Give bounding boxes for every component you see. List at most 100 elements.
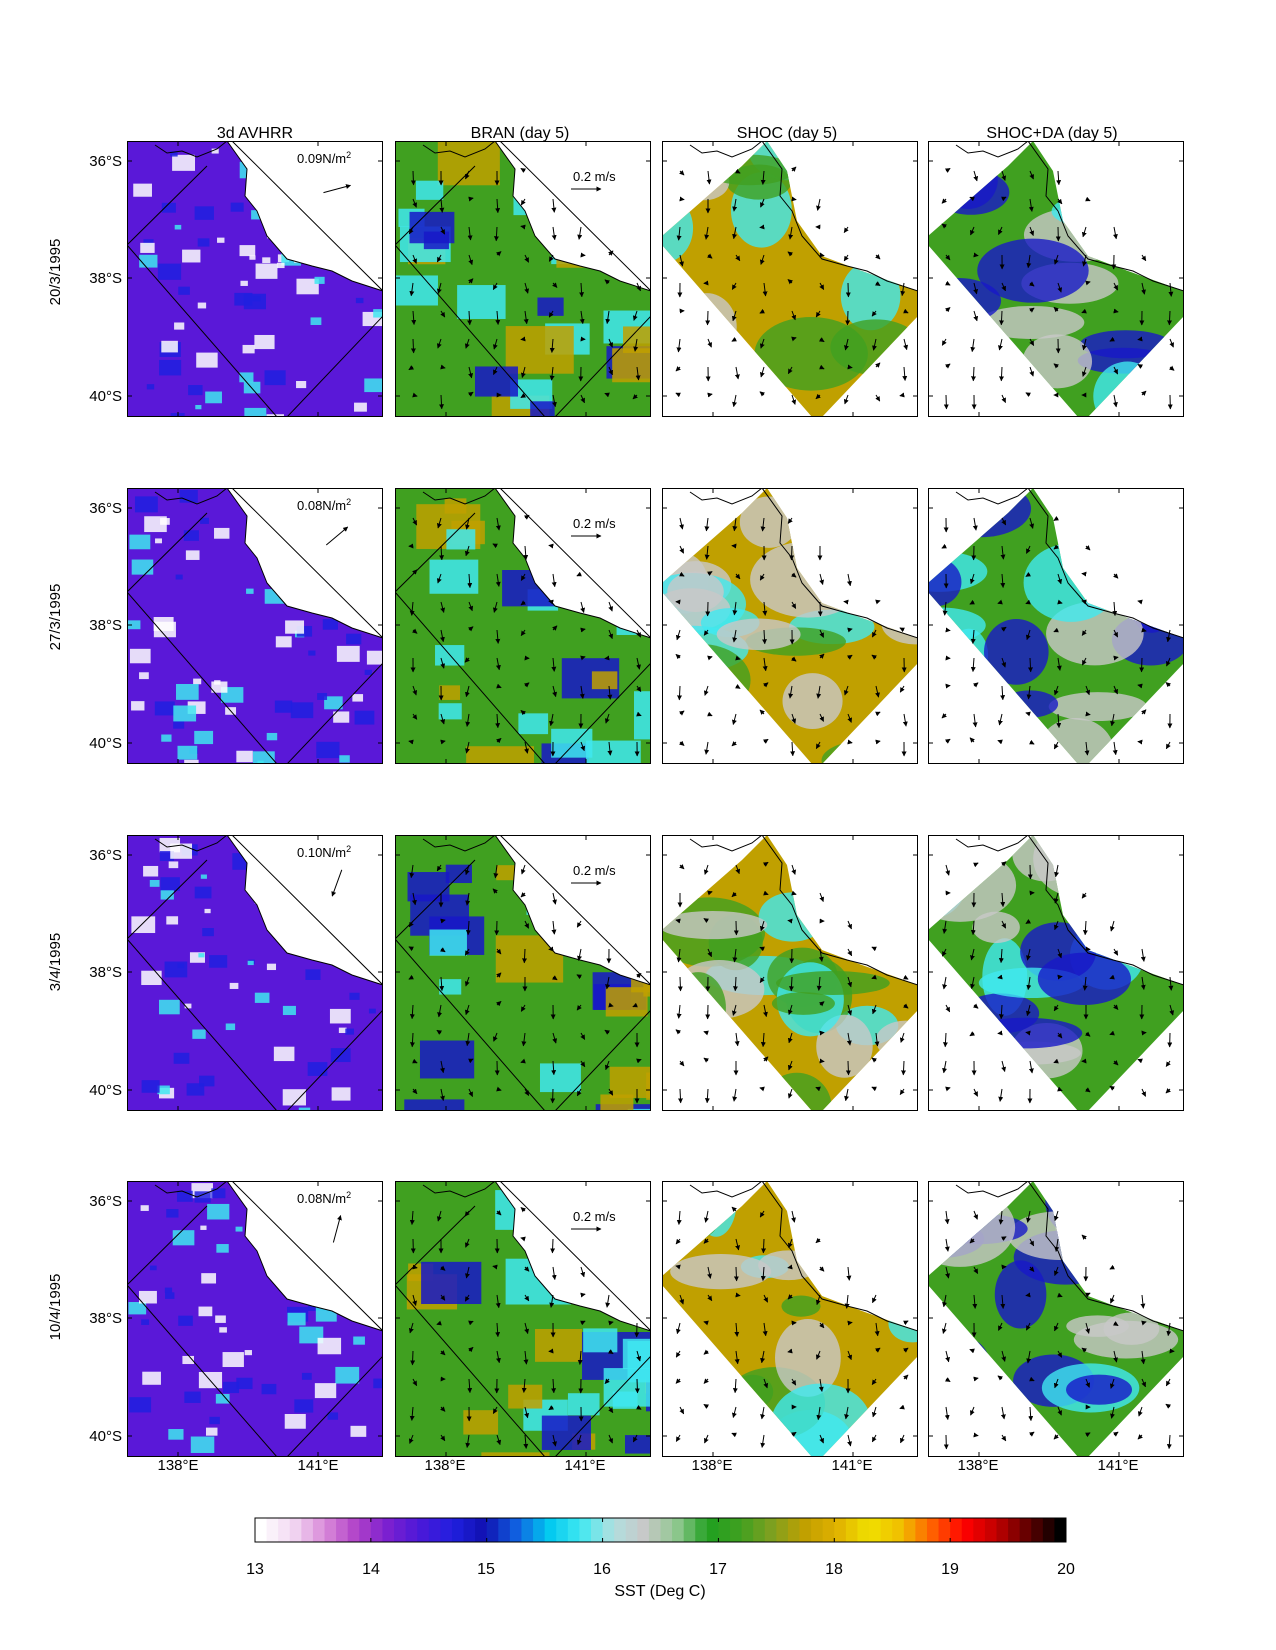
current-arrow [1053,1004,1059,1012]
current-arrow [551,1378,557,1394]
current-arrow [675,1264,681,1270]
current-arrow [1000,685,1006,701]
current-arrow [679,196,685,202]
current-arrow [440,601,446,613]
current-arrow [819,1058,825,1064]
current-arrow [1167,310,1173,326]
current-arrow [945,307,951,313]
current-arrow [608,1002,614,1008]
current-arrow [731,1406,737,1418]
sst-patch [157,1085,170,1095]
sst-patch [423,231,449,250]
current-arrow [552,892,557,905]
current-arrow [791,890,797,896]
current-arrow [495,198,501,214]
colorbar-swatch [903,1518,916,1542]
current-arrow [520,167,527,173]
current-arrow [732,976,738,992]
current-arrow [492,1264,498,1270]
current-vectors [675,861,909,1104]
current-arrow [523,545,529,561]
sst-patch [128,1302,147,1315]
current-arrow [436,1320,442,1326]
current-arrow [970,629,976,644]
colorbar-swatch [1008,1518,1021,1542]
current-arrow [412,198,417,208]
panel-frame [127,1181,383,1457]
current-arrow [551,1266,557,1281]
panel-avhrr-row-1: 0.09N/m2 [127,141,383,417]
current-arrow [1028,198,1034,212]
current-arrow [1137,683,1143,689]
sst-patch [249,255,256,260]
sst-patch [282,1005,296,1016]
current-arrow [1109,1264,1115,1270]
current-arrow [635,366,641,381]
sst-patch [419,1040,475,1079]
sst-patch [539,1063,581,1093]
current-arrow [679,254,684,267]
sst-patch [142,1371,161,1385]
current-arrow [439,198,445,213]
current-arrow [997,1322,1003,1331]
sst-patch [928,1187,1016,1267]
current-arrow [523,1434,529,1449]
model-domain-field [662,1181,918,1457]
current-arrow [679,1406,685,1415]
current-arrow [577,226,583,240]
current-arrow [874,1032,880,1047]
sst-patch [251,210,265,220]
sst-patch [335,1366,360,1384]
current-arrow [410,1350,416,1366]
current-arrow [1112,394,1118,408]
current-arrow [735,573,741,580]
current-arrow [875,254,881,260]
current-arrow [872,338,877,351]
current-arrow [635,1404,642,1410]
sst-patch [197,238,210,247]
sst-patch [977,238,1089,303]
current-arrow [843,226,849,233]
lat-tick-label-2: 40°S [89,1082,122,1099]
land-mask [227,141,383,291]
lon-tick-138-col1: 138°E [157,1457,198,1474]
current-arrow [1081,629,1087,636]
current-arrow [844,1088,849,1102]
sst-patch [168,861,179,869]
colorbar-swatch [822,1518,835,1542]
current-arrow [942,1032,948,1048]
current-arrow [1029,338,1035,346]
current-arrow [579,282,585,298]
colorbar-swatch [695,1518,708,1542]
current-arrow [580,394,585,404]
current-arrow [734,684,741,689]
current-arrow [763,1056,769,1062]
current-arrow [731,310,737,322]
current-arrow [1001,920,1007,929]
panel-frame [127,835,383,1111]
current-arrow [944,363,951,369]
current-arrow [549,713,555,727]
current-arrow [902,1347,909,1353]
current-arrow [492,543,498,549]
sst-patch [310,317,322,325]
sst-patch [290,702,314,719]
sst-patch [327,1412,339,1420]
current-arrow [942,601,948,616]
sst-patch [284,1413,306,1429]
current-arrow [520,366,526,379]
current-arrow [998,1210,1004,1225]
current-arrow [551,920,557,935]
colorbar-swatch [706,1518,719,1542]
current-arrow [576,1004,582,1011]
current-arrow [969,737,975,743]
current-arrow [465,1032,471,1047]
current-arrow [608,1088,614,1096]
panel-shocda-row-1 [928,141,1184,417]
sst-patch [438,703,462,720]
current-arrow [524,254,530,263]
sst-patch [149,1265,157,1271]
current-arrow [607,685,613,700]
colorbar-swatch [926,1518,940,1542]
current-arrow [942,976,948,990]
